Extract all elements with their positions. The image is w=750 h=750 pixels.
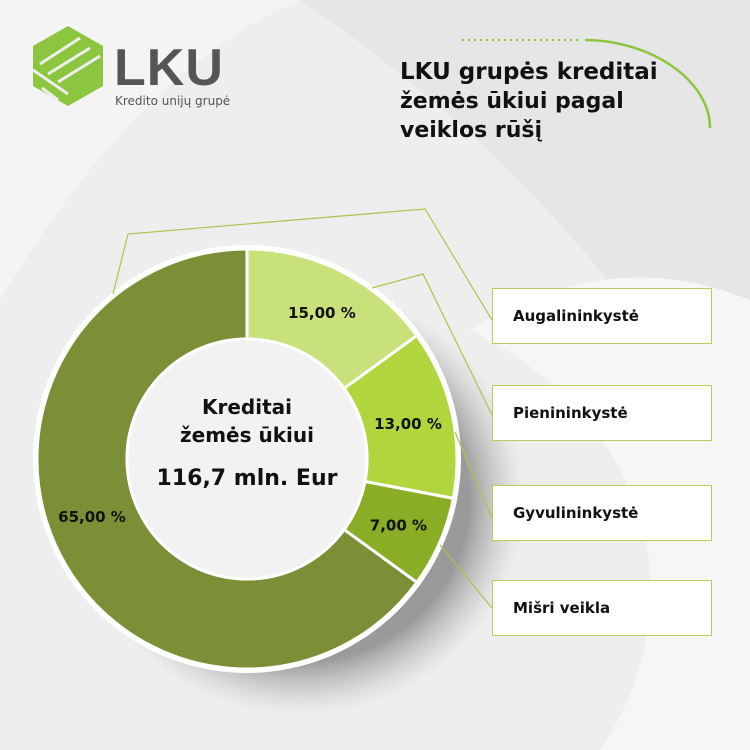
legend-box-misri-veikla: Mišri veikla	[492, 580, 712, 636]
legend-label: Mišri veikla	[513, 599, 611, 617]
page-title: LKU grupės kreditai žemės ūkiui pagal ve…	[400, 58, 700, 145]
legend-box-augalininkyste: Augalininkystė	[492, 288, 712, 344]
title-arc	[584, 38, 712, 129]
slice-value-label: 65,00 %	[58, 508, 126, 526]
leader-line	[371, 273, 493, 416]
logo-name: LKU	[114, 39, 224, 97]
center-label-line-1: Kreditai	[201, 395, 292, 419]
leader-line	[454, 431, 493, 519]
slice-value-label: 13,00 %	[374, 415, 442, 433]
center-total: 116,7 mln. Eur	[156, 466, 338, 491]
donut-hole	[125, 337, 369, 581]
legend-box-pienininkyste: Pienininkystė	[492, 385, 712, 441]
title-line-3: veiklos rūšį	[400, 118, 542, 143]
title-line-1: LKU grupės kreditai	[400, 59, 658, 85]
legend-label: Augalininkystė	[513, 307, 639, 325]
slice-value-label: 15,00 %	[288, 304, 356, 322]
legend-box-gyvulininkyste: Gyvulininkystė	[492, 485, 712, 541]
slice-value-label: 7,00 %	[370, 517, 427, 535]
lku-logo-icon	[32, 26, 103, 106]
leader-line	[112, 208, 493, 321]
logo-subtitle: Kredito unijų grupė	[115, 94, 231, 108]
leader-line	[439, 544, 493, 609]
center-label: Kreditai žemės ūkiui	[127, 393, 367, 449]
legend-label: Gyvulininkystė	[513, 504, 639, 522]
legend-label: Pienininkystė	[513, 404, 628, 422]
center-label-line-2: žemės ūkiui	[180, 423, 314, 447]
title-line-2: žemės ūkiui pagal	[400, 89, 624, 114]
